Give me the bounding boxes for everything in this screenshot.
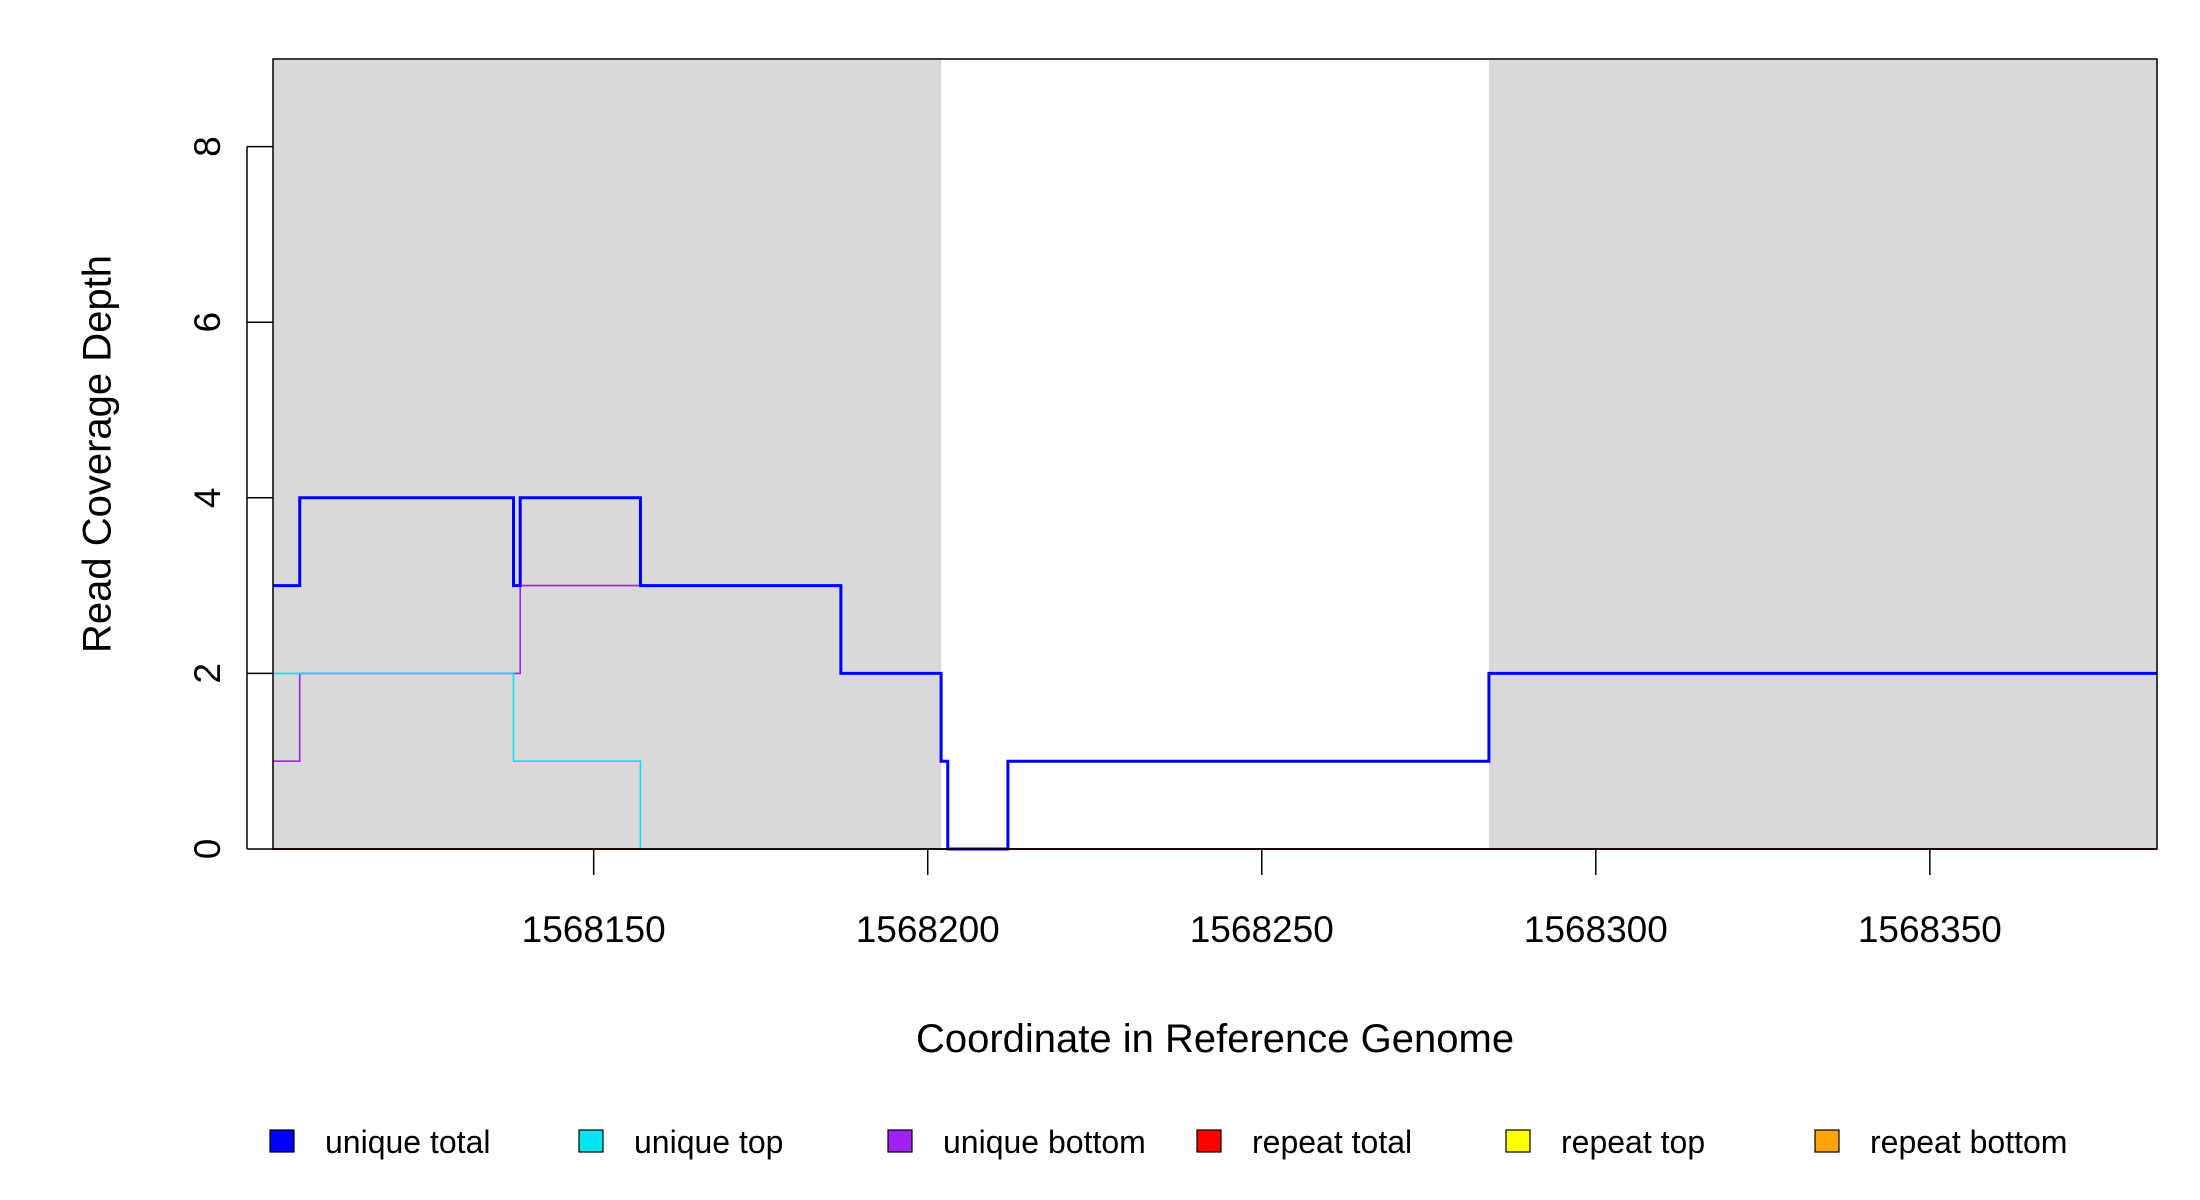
- x-tick-label: 1568150: [522, 909, 666, 950]
- shaded-regions: [273, 59, 2157, 849]
- x-tick-label: 1568200: [856, 909, 1000, 950]
- y-tick-label: 4: [187, 488, 228, 509]
- shaded-region-1: [273, 59, 942, 849]
- series-unique-total: [273, 496, 2157, 851]
- legend-swatch: [1814, 1129, 1840, 1153]
- y-tick-label: 2: [187, 663, 228, 684]
- legend-label: unique top: [634, 1124, 783, 1160]
- legend-label: repeat total: [1252, 1124, 1412, 1160]
- legend-swatch: [578, 1129, 604, 1153]
- legend-label: repeat bottom: [1870, 1124, 2067, 1160]
- legend-label: repeat top: [1561, 1124, 1705, 1160]
- x-tick-label: 1568300: [1524, 909, 1668, 950]
- y-axis: 0 2 4 6 8: [187, 136, 273, 859]
- legend-swatch: [1196, 1129, 1222, 1153]
- legend-swatch: [269, 1129, 295, 1153]
- shaded-region-2: [1488, 59, 2157, 849]
- y-tick-label: 6: [187, 312, 228, 333]
- x-tick-label: 1568250: [1190, 909, 1334, 950]
- legend-swatch: [887, 1129, 913, 1153]
- legend-label: unique bottom: [943, 1124, 1146, 1160]
- y-tick-label: 8: [187, 136, 228, 157]
- x-axis: 1568150 1568200 1568250 1568300 1568350: [273, 848, 2157, 950]
- x-axis-title: Coordinate in Reference Genome: [916, 1017, 1514, 1061]
- legend-label: unique total: [325, 1124, 490, 1160]
- y-tick-label: 0: [187, 839, 228, 860]
- legend: unique total unique top unique bottom repea…: [269, 1124, 2067, 1160]
- x-tick-label: 1568350: [1858, 909, 2002, 950]
- legend-swatch: [1505, 1129, 1531, 1153]
- y-axis-title: Read Coverage Depth: [76, 255, 120, 653]
